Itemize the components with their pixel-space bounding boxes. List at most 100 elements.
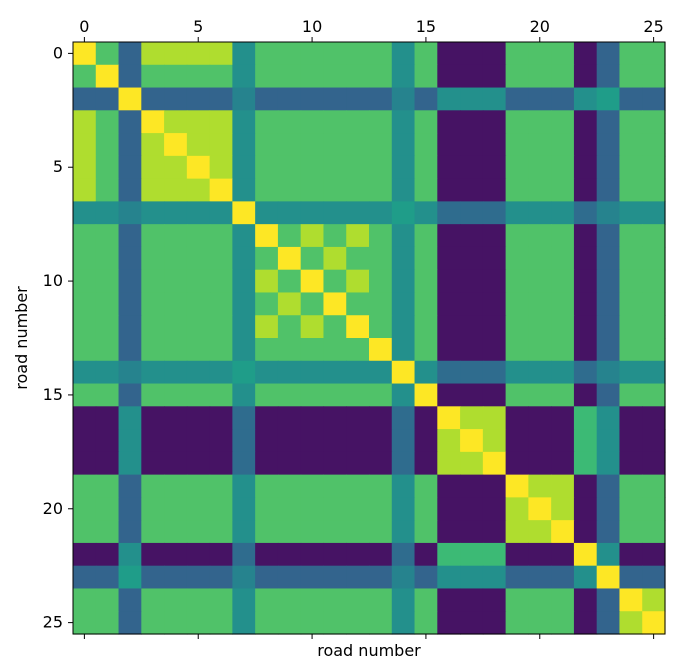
heatmap-cell [323,201,347,225]
heatmap-cell [505,520,529,544]
heatmap-cell [437,360,461,385]
heatmap-cell [209,246,233,271]
heatmap-cell [391,64,416,89]
heatmap-cell [369,474,393,498]
heatmap-cell [232,87,256,111]
heatmap-cell [482,588,507,612]
heatmap-cell [73,565,97,590]
heatmap-cell [232,178,256,202]
heatmap-cell [437,451,461,476]
heatmap-cell [118,178,142,202]
heatmap-cell [232,383,256,407]
heatmap-cell [300,451,325,476]
heatmap-cell [186,611,211,635]
heatmap-cell [209,64,233,89]
heatmap-cell [437,246,461,271]
heatmap-cell [232,565,256,590]
heatmap-cell [277,42,302,66]
heatmap-cell [232,360,256,385]
heatmap-cell [573,178,598,202]
heatmap-cell [95,338,120,362]
heatmap-cell [573,383,598,407]
heatmap-cell [528,611,552,635]
heatmap-cell [437,64,461,89]
heatmap-cell [414,246,438,271]
heatmap-cell [118,246,142,271]
heatmap-cell [164,474,188,498]
heatmap-cells [73,42,666,635]
heatmap-cell [619,542,643,567]
heatmap-cell [391,155,416,180]
heatmap-cell [437,406,461,430]
heatmap-cell [277,64,302,89]
heatmap-cell [505,178,529,202]
heatmap-cell [164,315,188,339]
heatmap-cell [437,178,461,202]
heatmap-cell [141,224,165,248]
heatmap-cell [505,429,529,453]
heatmap-cell [323,133,347,157]
heatmap-cell [391,315,416,339]
heatmap-cell [414,64,438,89]
heatmap-cell [369,246,393,271]
heatmap-cell [300,520,325,544]
heatmap-cell [164,269,188,294]
heatmap-cell [573,224,598,248]
heatmap-cell [186,269,211,294]
heatmap-cell [186,87,211,111]
heatmap-cell [255,406,279,430]
heatmap-cell [642,133,666,157]
heatmap-cell [505,292,529,316]
heatmap-cell [209,338,233,362]
heatmap-cell [277,451,302,476]
heatmap-cell [369,406,393,430]
heatmap-cell [437,383,461,407]
heatmap-cell [346,87,370,111]
heatmap-cell [277,520,302,544]
heatmap-cell [73,224,97,248]
heatmap-cell [482,292,507,316]
heatmap-cell [505,110,529,134]
heatmap-cell [573,292,598,316]
heatmap-cell [209,451,233,476]
heatmap-cell [186,178,211,202]
heatmap-cell [164,246,188,271]
heatmap-cell [573,497,598,521]
heatmap-cell [596,64,621,89]
heatmap-cell [528,155,552,180]
heatmap-cell [164,451,188,476]
heatmap-cell [73,338,97,362]
heatmap-cell [141,429,165,453]
heatmap-cell [232,246,256,271]
heatmap-cell [118,315,142,339]
heatmap-cell [528,474,552,498]
heatmap-cell [505,383,529,407]
heatmap-cell [551,64,575,89]
heatmap-cell [141,451,165,476]
heatmap-cell [300,474,325,498]
heatmap-cell [596,87,621,111]
heatmap-cell [369,429,393,453]
heatmap-cell [482,269,507,294]
heatmap-cell [573,611,598,635]
heatmap-cell [528,201,552,225]
heatmap-cell [346,383,370,407]
heatmap-cell [277,360,302,385]
heatmap-cell [95,224,120,248]
heatmap-cell [300,338,325,362]
heatmap-cell [186,497,211,521]
heatmap-cell [323,87,347,111]
heatmap-cell [255,155,279,180]
heatmap-cell [414,133,438,157]
heatmap-cell [642,451,666,476]
heatmap-cell [118,406,142,430]
heatmap-cell [642,224,666,248]
heatmap-cell [73,383,97,407]
heatmap-cell [551,269,575,294]
heatmap-cell [414,42,438,66]
heatmap-cell [596,269,621,294]
heatmap-cell [346,542,370,567]
heatmap-cell [391,224,416,248]
heatmap-cell [619,360,643,385]
heatmap-cell [277,474,302,498]
